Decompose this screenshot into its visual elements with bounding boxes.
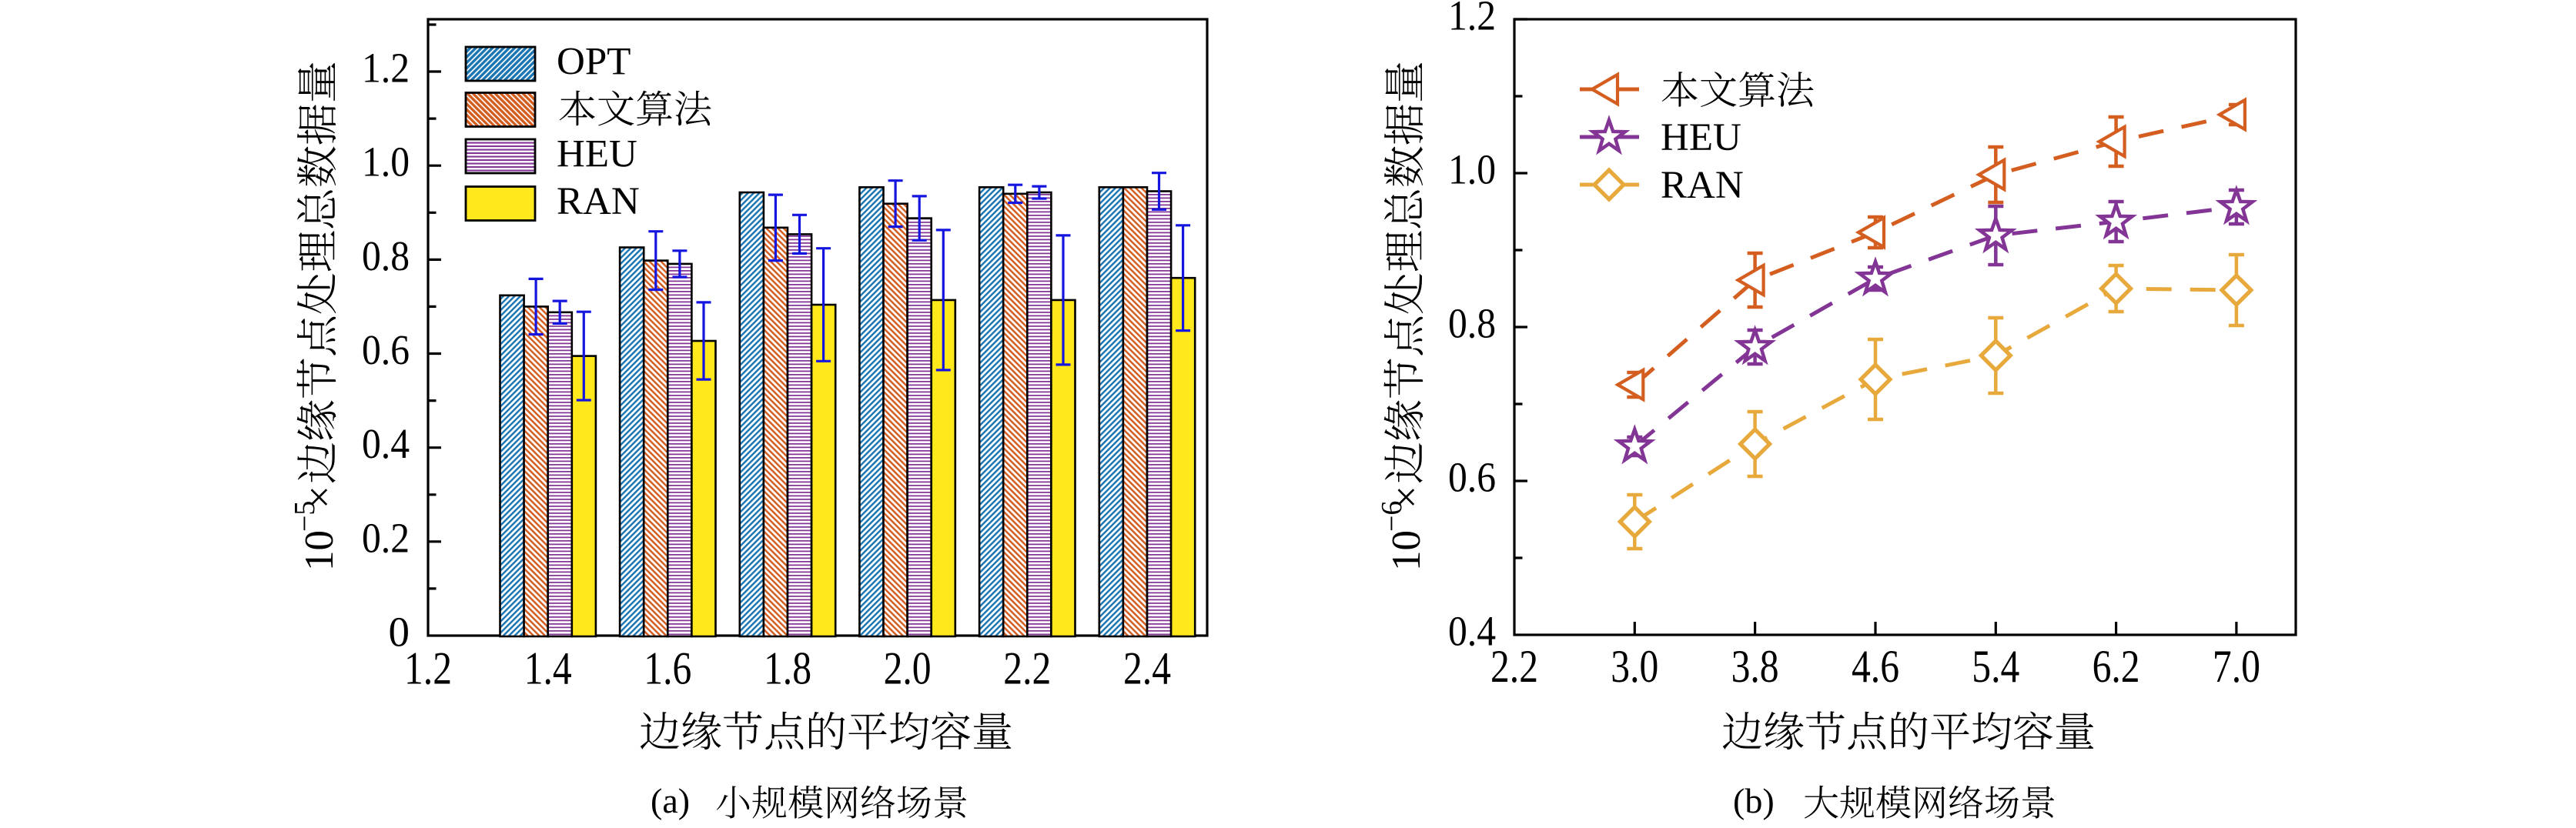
svg-text:5.4: 5.4 xyxy=(1972,641,2019,692)
svg-text:3.8: 3.8 xyxy=(1731,641,1779,692)
svg-text:2.4: 2.4 xyxy=(1123,643,1171,694)
svg-text:0.4: 0.4 xyxy=(362,420,410,467)
svg-text:HEU: HEU xyxy=(557,133,637,176)
svg-text:RAN: RAN xyxy=(557,180,640,223)
svg-text:0.8: 0.8 xyxy=(1448,300,1496,347)
svg-text:2.0: 2.0 xyxy=(884,643,932,694)
svg-text:×: × xyxy=(297,486,342,509)
svg-text:0.6: 0.6 xyxy=(1448,454,1496,501)
svg-text:6.2: 6.2 xyxy=(2093,641,2140,692)
svg-text:−5: −5 xyxy=(289,501,321,532)
svg-text:10: 10 xyxy=(297,530,342,571)
svg-text:2.2: 2.2 xyxy=(1490,641,1538,692)
svg-text:×: × xyxy=(1384,486,1429,509)
svg-text:4.6: 4.6 xyxy=(1852,641,1899,692)
svg-text:0.8: 0.8 xyxy=(362,232,410,279)
svg-text:1.2: 1.2 xyxy=(404,643,452,694)
svg-text:3.0: 3.0 xyxy=(1611,641,1658,692)
svg-text:0.6: 0.6 xyxy=(362,326,410,373)
svg-text:HEU: HEU xyxy=(1661,116,1741,159)
svg-text:(a): (a) xyxy=(651,781,690,820)
svg-text:OPT: OPT xyxy=(557,41,631,84)
svg-text:1.0: 1.0 xyxy=(1448,146,1496,193)
svg-text:0.2: 0.2 xyxy=(362,514,410,561)
svg-text:0: 0 xyxy=(389,609,410,656)
svg-text:1.2: 1.2 xyxy=(362,45,410,92)
svg-text:−6: −6 xyxy=(1376,501,1408,532)
svg-text:0.4: 0.4 xyxy=(1448,608,1496,655)
svg-text:(b): (b) xyxy=(1733,781,1775,820)
svg-text:2.2: 2.2 xyxy=(1003,643,1051,694)
svg-text:7.0: 7.0 xyxy=(2213,641,2260,692)
svg-text:1.4: 1.4 xyxy=(524,643,572,694)
svg-text:RAN: RAN xyxy=(1661,164,1744,207)
svg-text:1.0: 1.0 xyxy=(362,139,410,185)
svg-text:1.6: 1.6 xyxy=(644,643,691,694)
svg-text:1.8: 1.8 xyxy=(764,643,811,694)
svg-text:1.2: 1.2 xyxy=(1448,0,1496,39)
svg-text:10: 10 xyxy=(1384,530,1429,571)
